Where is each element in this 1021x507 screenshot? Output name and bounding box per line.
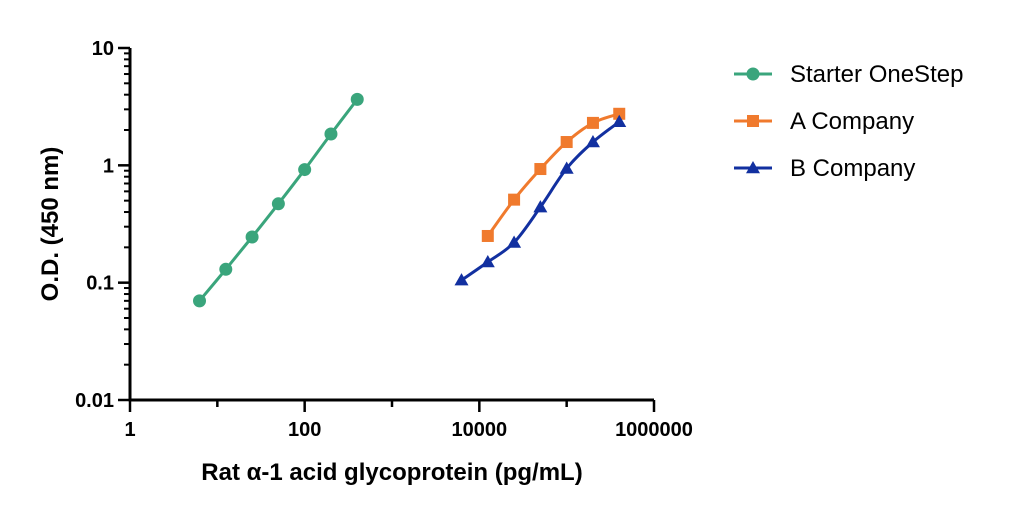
series-layer xyxy=(193,92,627,308)
legend-marker xyxy=(746,67,760,81)
x-tick-label: 100 xyxy=(288,419,321,441)
y-tick-label: 0.1 xyxy=(86,273,114,295)
tick-labels: 0.01 0.1 1 10 1 100 10000 1000000 xyxy=(75,38,693,441)
y-axis-title: O.D. (450 nm) xyxy=(37,147,64,302)
data-point-starter-onestep xyxy=(219,262,233,276)
ticks xyxy=(118,46,656,412)
legend-item-a-company: A Company xyxy=(734,108,914,135)
data-point-starter-onestep xyxy=(245,230,259,244)
data-point-b-company xyxy=(559,161,574,174)
data-point-a-company xyxy=(481,229,494,242)
legend-label: Starter OneStep xyxy=(790,61,963,88)
legend-marker xyxy=(747,115,759,127)
y-tick-label: 0.01 xyxy=(75,390,114,412)
data-point-starter-onestep xyxy=(298,163,312,177)
legend-item-b-company: B Company xyxy=(734,155,915,182)
legend-label: A Company xyxy=(790,108,914,135)
data-point-a-company xyxy=(586,116,599,129)
series-starter-onestep xyxy=(193,92,364,308)
series-b-company xyxy=(454,114,627,286)
y-tick-label: 1 xyxy=(103,155,114,177)
data-point-b-company xyxy=(507,235,522,248)
data-point-b-company xyxy=(454,273,469,286)
data-point-b-company xyxy=(612,114,627,128)
data-point-a-company xyxy=(534,163,547,176)
series-line-a-company xyxy=(486,112,620,237)
data-point-starter-onestep xyxy=(324,127,338,141)
axes xyxy=(128,48,654,402)
x-tick-label: 10000 xyxy=(452,419,508,441)
legend-item-starter-onestep: Starter OneStep xyxy=(734,61,963,88)
y-tick-label: 10 xyxy=(92,38,114,60)
data-point-a-company xyxy=(560,136,573,149)
data-point-b-company xyxy=(533,200,548,213)
legend-marker xyxy=(746,161,760,174)
data-point-b-company xyxy=(585,135,600,148)
data-point-b-company xyxy=(480,255,495,268)
x-tick-label: 1000000 xyxy=(615,419,693,441)
legend: Starter OneStep A Company B Company xyxy=(734,61,963,182)
data-point-a-company xyxy=(613,107,626,120)
legend-label: B Company xyxy=(790,155,915,182)
x-axis-title: Rat α-1 acid glycoprotein (pg/mL) xyxy=(201,459,582,486)
data-point-a-company xyxy=(508,193,521,206)
x-tick-label: 1 xyxy=(124,419,135,441)
data-point-starter-onestep xyxy=(193,294,207,308)
series-a-company xyxy=(481,107,626,242)
data-point-starter-onestep xyxy=(350,92,364,106)
data-point-starter-onestep xyxy=(271,197,285,211)
